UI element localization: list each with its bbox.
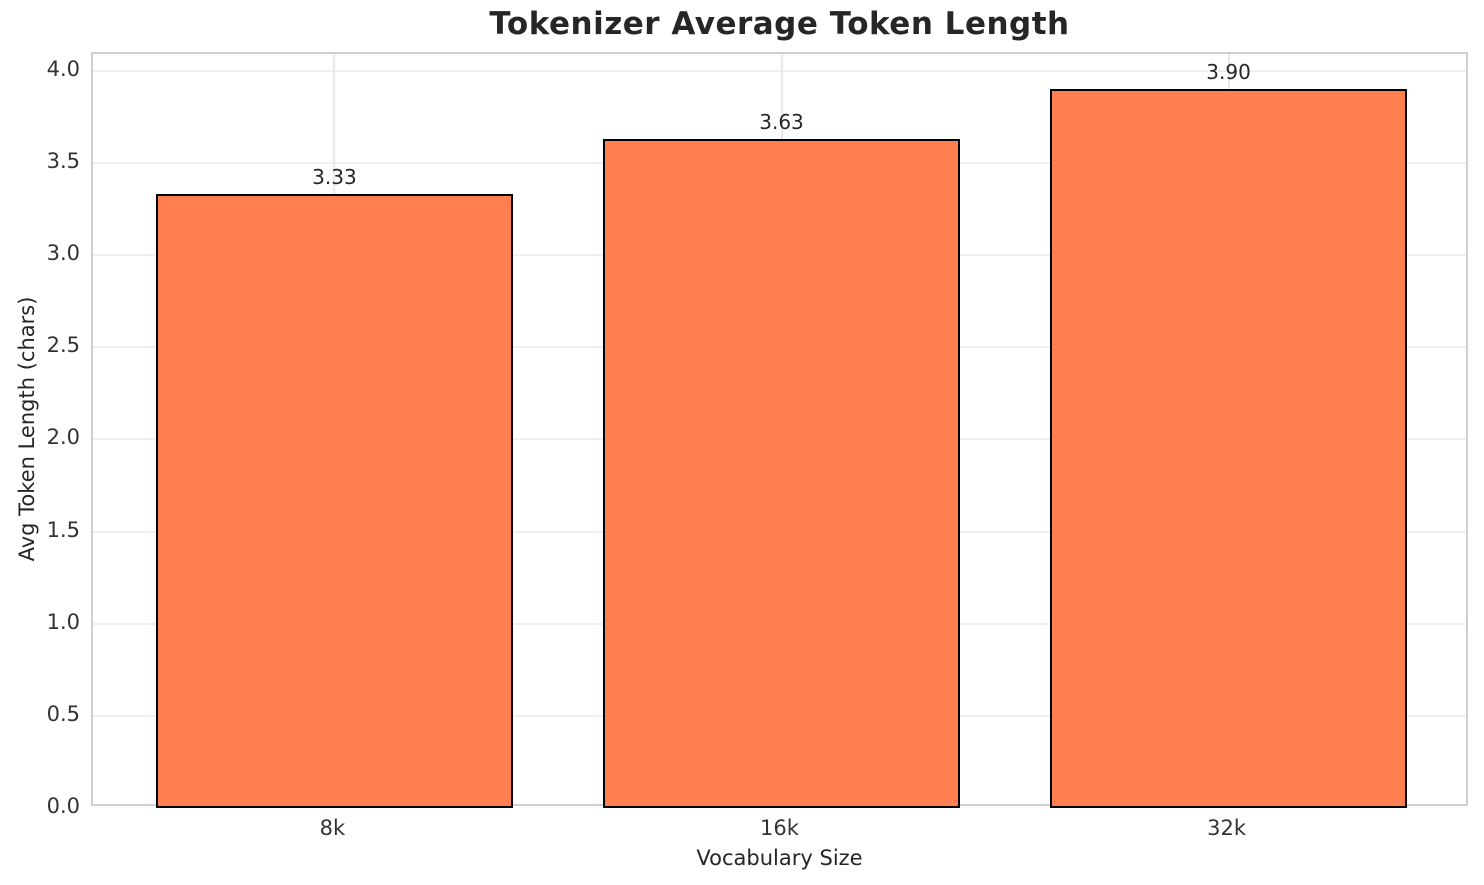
y-axis-tick-labels: 0.0 0.5 1.0 1.5 2.0 2.5 3.0 3.5 4.0 [0, 52, 91, 818]
x-tick-label: 8k [319, 816, 346, 840]
y-tick-label: 3.0 [46, 241, 80, 266]
gridline-horizontal [93, 69, 1466, 72]
bar-value-label: 3.63 [759, 110, 804, 135]
x-axis-tick-labels: 8k 16k 32k [91, 806, 1468, 842]
y-tick-label: 0.0 [46, 794, 80, 818]
x-tick-label: 16k [760, 816, 799, 840]
bar-16k [602, 139, 961, 808]
bar-value-label: 3.33 [312, 165, 357, 190]
x-axis-label: Vocabulary Size [696, 846, 863, 870]
bar-32k [1049, 89, 1408, 808]
y-tick-label: 2.5 [46, 333, 80, 358]
y-tick-label: 4.0 [46, 56, 80, 81]
y-tick-label: 1.5 [46, 517, 80, 542]
plot-area: 3.33 3.63 3.90 [91, 52, 1468, 808]
y-tick-label: 0.5 [46, 701, 80, 726]
y-tick-label: 3.5 [46, 149, 80, 174]
y-tick-label: 2.0 [46, 425, 80, 450]
bar-8k [155, 194, 514, 808]
bar-value-label: 3.90 [1206, 60, 1251, 85]
y-tick-label: 1.0 [46, 609, 80, 634]
x-tick-label: 32k [1207, 816, 1247, 840]
chart-title: Tokenizer Average Token Length [489, 6, 1070, 42]
